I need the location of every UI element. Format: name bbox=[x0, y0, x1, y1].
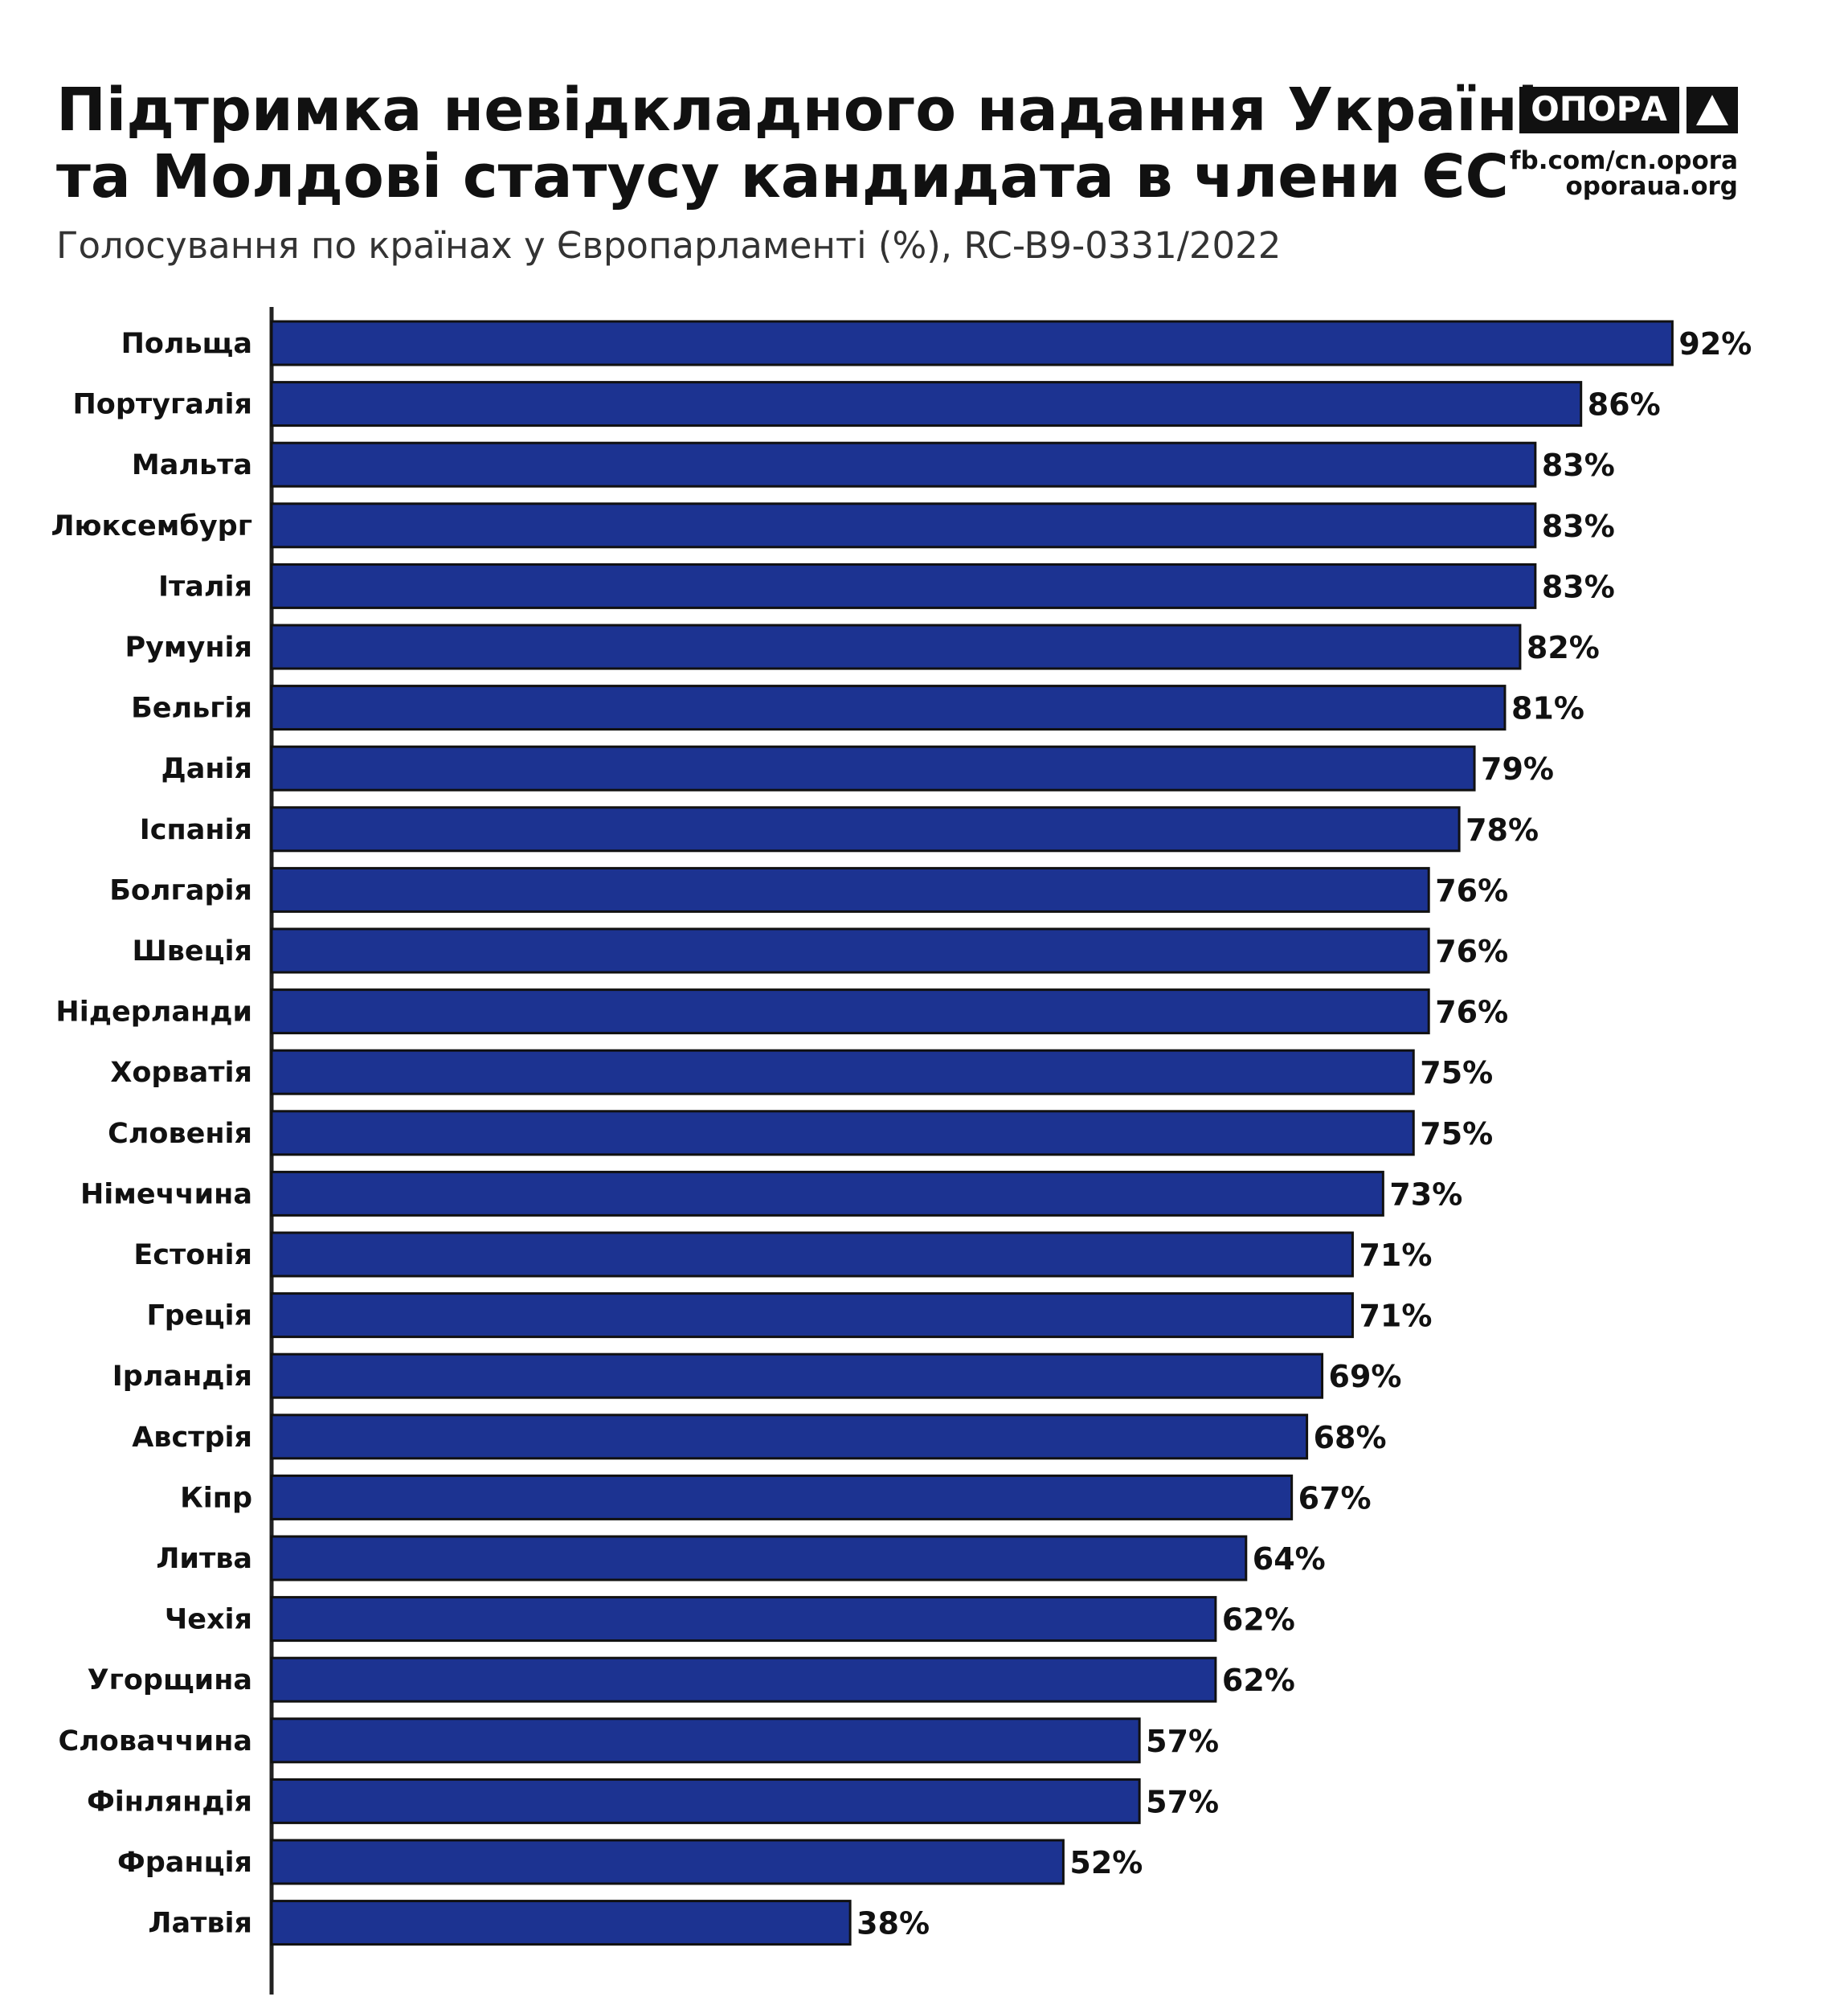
bar bbox=[270, 1900, 852, 1946]
bar bbox=[270, 1170, 1384, 1217]
bar bbox=[270, 624, 1522, 670]
category-label: Німеччина bbox=[80, 1178, 252, 1210]
category-label: Бельгія bbox=[131, 693, 252, 725]
value-label: 57% bbox=[1146, 1724, 1219, 1759]
value-label: 75% bbox=[1420, 1055, 1493, 1090]
category-label: Угорщина bbox=[88, 1664, 252, 1696]
category-label: Мальта bbox=[132, 449, 252, 481]
value-label: 38% bbox=[857, 1906, 930, 1941]
bar bbox=[270, 1778, 1141, 1824]
value-label: 78% bbox=[1466, 812, 1539, 848]
value-label: 69% bbox=[1329, 1359, 1402, 1394]
category-label: Іспанія bbox=[140, 814, 252, 846]
value-label: 52% bbox=[1069, 1845, 1143, 1880]
category-label: Польща bbox=[121, 328, 252, 360]
value-label: 86% bbox=[1588, 387, 1661, 423]
bar bbox=[270, 1535, 1248, 1581]
value-label: 71% bbox=[1359, 1238, 1432, 1273]
category-label: Фінляндія bbox=[87, 1786, 252, 1818]
logo-triangle bbox=[1696, 95, 1728, 125]
value-label: 64% bbox=[1253, 1541, 1326, 1577]
value-label: 62% bbox=[1222, 1602, 1295, 1638]
value-label: 76% bbox=[1435, 934, 1508, 969]
bar bbox=[270, 1717, 1141, 1764]
chart-title: та Молдові статусу кандидата в члени ЄС bbox=[56, 142, 1509, 211]
category-label: Румунія bbox=[125, 632, 252, 664]
bar bbox=[270, 806, 1461, 853]
category-label: Словаччина bbox=[58, 1725, 252, 1757]
source: oporaua.org bbox=[1565, 172, 1738, 201]
chart-subtitle: Голосування по країнах у Європарламенті … bbox=[56, 224, 1281, 267]
category-label: Італія bbox=[158, 571, 252, 603]
category-label: Люксембург bbox=[51, 510, 252, 542]
category-label: Хорватія bbox=[110, 1057, 252, 1089]
value-label: 81% bbox=[1511, 691, 1584, 726]
bar bbox=[270, 1656, 1217, 1703]
value-label: 83% bbox=[1542, 509, 1615, 544]
category-label: Словенія bbox=[108, 1118, 252, 1150]
logo-text: ОПОРА bbox=[1531, 89, 1667, 129]
category-label: Болгарія bbox=[109, 874, 252, 906]
value-label: 62% bbox=[1222, 1663, 1295, 1698]
value-label: 68% bbox=[1314, 1420, 1387, 1455]
value-label: 71% bbox=[1359, 1299, 1432, 1334]
value-label: 83% bbox=[1542, 569, 1615, 604]
category-label: Данія bbox=[161, 753, 252, 785]
bar bbox=[270, 745, 1476, 792]
bar bbox=[270, 927, 1430, 974]
value-label: 76% bbox=[1435, 995, 1508, 1030]
value-label: 57% bbox=[1146, 1784, 1219, 1819]
bar bbox=[270, 1474, 1294, 1520]
category-label: Швеція bbox=[132, 935, 252, 968]
bar bbox=[270, 1596, 1217, 1643]
bar bbox=[270, 1292, 1354, 1339]
bar bbox=[270, 1839, 1065, 1885]
value-label: 75% bbox=[1420, 1116, 1493, 1152]
bar bbox=[270, 381, 1583, 428]
value-label: 79% bbox=[1481, 751, 1554, 787]
category-label: Ірландія bbox=[112, 1360, 252, 1393]
value-label: 92% bbox=[1678, 326, 1752, 362]
chart-title: Підтримка невідкладного надання Україні bbox=[56, 76, 1538, 145]
category-label: Латвія bbox=[148, 1908, 252, 1940]
bar bbox=[270, 1352, 1324, 1399]
bar bbox=[270, 866, 1430, 913]
category-label: Чехія bbox=[165, 1604, 252, 1636]
value-label: 83% bbox=[1542, 448, 1615, 483]
category-label: Естонія bbox=[133, 1239, 252, 1271]
category-label: Кіпр bbox=[180, 1482, 252, 1514]
source: fb.com/cn.opora bbox=[1510, 146, 1738, 175]
bar bbox=[270, 988, 1430, 1035]
category-label: Португалія bbox=[72, 389, 252, 421]
value-label: 67% bbox=[1298, 1480, 1372, 1516]
value-label: 76% bbox=[1435, 873, 1508, 908]
bar bbox=[270, 502, 1537, 549]
logo-box bbox=[1519, 87, 1679, 133]
bar bbox=[270, 1110, 1415, 1156]
category-label: Нідерланди bbox=[55, 996, 252, 1029]
value-label: 82% bbox=[1527, 630, 1600, 665]
logo: ОПОРА bbox=[1519, 87, 1738, 133]
bar bbox=[270, 1231, 1354, 1278]
category-label: Греція bbox=[146, 1300, 252, 1332]
bar bbox=[270, 441, 1537, 488]
category-label: Австрія bbox=[132, 1422, 252, 1454]
category-label: Франція bbox=[117, 1847, 252, 1879]
bar bbox=[270, 1414, 1309, 1460]
bar bbox=[270, 1049, 1415, 1095]
category-label: Литва bbox=[156, 1543, 252, 1575]
value-label: 73% bbox=[1389, 1176, 1462, 1212]
bar bbox=[270, 320, 1674, 366]
bar bbox=[270, 685, 1507, 731]
bar bbox=[270, 563, 1537, 609]
